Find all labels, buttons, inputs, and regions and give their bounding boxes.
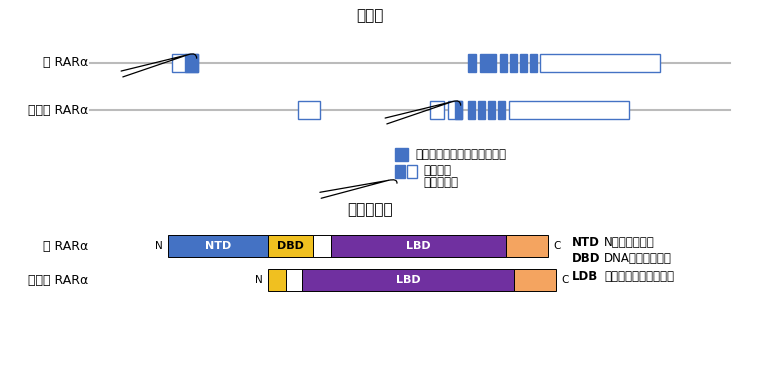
Bar <box>407 164 417 177</box>
Text: LBD: LBD <box>407 241 430 251</box>
Bar <box>480 54 496 72</box>
Bar <box>268 269 286 291</box>
Bar <box>500 54 507 72</box>
Bar <box>298 101 320 119</box>
Text: 遺伝子: 遺伝子 <box>357 8 383 24</box>
Bar <box>514 269 556 291</box>
Bar <box>506 235 548 257</box>
Bar <box>395 164 405 177</box>
Text: N: N <box>255 275 263 285</box>
Bar <box>172 54 198 72</box>
Text: 核 RARα: 核 RARα <box>43 240 88 252</box>
Text: NTD: NTD <box>572 236 600 248</box>
Bar <box>510 54 517 72</box>
Bar <box>520 54 527 72</box>
Bar <box>509 101 629 119</box>
Bar <box>498 101 505 119</box>
Text: LDB: LDB <box>572 269 598 283</box>
Bar <box>268 235 313 257</box>
Text: 核 RARα: 核 RARα <box>43 57 88 70</box>
Bar <box>468 101 475 119</box>
Bar <box>488 101 495 119</box>
Text: エクソン: エクソン <box>423 164 451 177</box>
Text: DNA結合ドメイン: DNA結合ドメイン <box>604 252 672 265</box>
Bar <box>331 235 506 257</box>
Bar <box>540 54 660 72</box>
Text: リガンド結合ドメイン: リガンド結合ドメイン <box>604 269 674 283</box>
Bar <box>168 235 268 257</box>
Bar <box>478 101 485 119</box>
Bar <box>455 101 462 119</box>
Bar <box>286 269 302 291</box>
Text: N末端ドメイン: N末端ドメイン <box>604 236 654 248</box>
Bar <box>302 269 514 291</box>
Text: LBD: LBD <box>396 275 420 285</box>
Text: 細胞質 RARα: 細胞質 RARα <box>28 273 88 287</box>
Bar <box>430 101 444 119</box>
Text: タンパク質: タンパク質 <box>347 202 393 217</box>
Bar <box>185 54 198 72</box>
Text: タンパク質をコードする領域: タンパク質をコードする領域 <box>415 148 506 160</box>
Text: N: N <box>156 241 163 251</box>
Text: C: C <box>553 241 561 251</box>
Text: 転写開始点: 転写開始点 <box>423 176 458 188</box>
Text: 細胞質 RARα: 細胞質 RARα <box>28 103 88 117</box>
Bar <box>530 54 537 72</box>
Bar <box>448 101 462 119</box>
Bar <box>468 54 476 72</box>
Bar <box>395 148 408 160</box>
Text: DBD: DBD <box>572 252 601 265</box>
Bar <box>313 235 331 257</box>
Text: C: C <box>561 275 568 285</box>
Text: NTD: NTD <box>205 241 231 251</box>
Text: DBD: DBD <box>277 241 304 251</box>
